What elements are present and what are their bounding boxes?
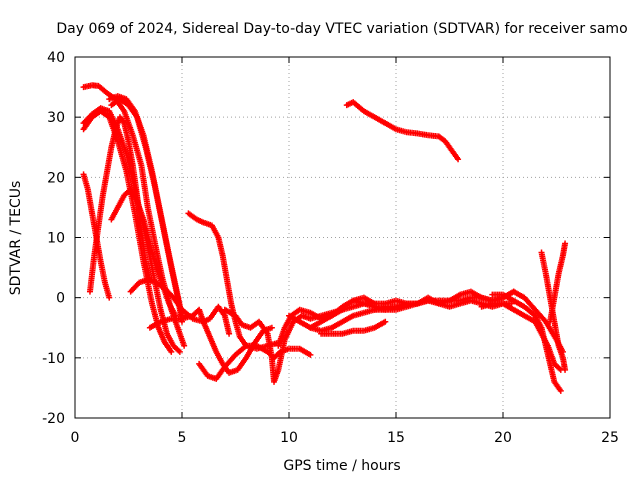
data-point bbox=[562, 366, 569, 373]
series-s10 bbox=[146, 306, 275, 376]
data-point bbox=[226, 330, 233, 337]
series-s09 bbox=[127, 276, 233, 337]
x-tick-label: 25 bbox=[601, 430, 619, 446]
y-tick-label: 20 bbox=[47, 170, 65, 186]
series-s17 bbox=[318, 318, 389, 337]
plot-frame bbox=[74, 56, 611, 419]
y-tick-label: -20 bbox=[42, 411, 65, 427]
x-tick-label: 20 bbox=[494, 430, 512, 446]
y-tick-label: -10 bbox=[42, 351, 65, 367]
y-tick-label: 0 bbox=[56, 291, 65, 307]
x-axis-label: GPS time / hours bbox=[283, 458, 400, 474]
series-s12 bbox=[196, 342, 314, 382]
y-tick-label: 10 bbox=[47, 231, 65, 247]
chart-title: Day 069 of 2024, Sidereal Day-to-day VTE… bbox=[56, 21, 627, 37]
x-tick-label: 10 bbox=[280, 430, 298, 446]
y-tick-label: 30 bbox=[47, 110, 65, 126]
x-tick-label: 5 bbox=[178, 430, 187, 446]
data-point bbox=[562, 240, 569, 247]
data-point bbox=[106, 294, 113, 301]
grid-lines bbox=[75, 57, 610, 418]
data-point bbox=[168, 348, 175, 355]
data-point bbox=[382, 318, 389, 325]
series-s21 bbox=[425, 288, 566, 355]
data-point bbox=[455, 156, 462, 163]
axis-ticks: 0 5 10 15 20 25 -20 -10 0 10 20 30 40 bbox=[42, 50, 619, 446]
data-point bbox=[181, 342, 188, 349]
data-point bbox=[268, 324, 275, 331]
data-point bbox=[176, 348, 183, 355]
series-s23 bbox=[489, 291, 564, 394]
data-series bbox=[80, 82, 569, 394]
x-tick-label: 15 bbox=[387, 430, 405, 446]
data-point bbox=[307, 351, 314, 358]
series-s25 bbox=[547, 240, 569, 325]
x-tick-label: 0 bbox=[71, 430, 80, 446]
y-tick-label: 40 bbox=[47, 50, 65, 66]
data-point bbox=[557, 387, 564, 394]
y-axis-label: SDTVAR / TECUs bbox=[8, 181, 24, 296]
series-s18 bbox=[343, 99, 462, 163]
series-s03 bbox=[80, 108, 175, 355]
